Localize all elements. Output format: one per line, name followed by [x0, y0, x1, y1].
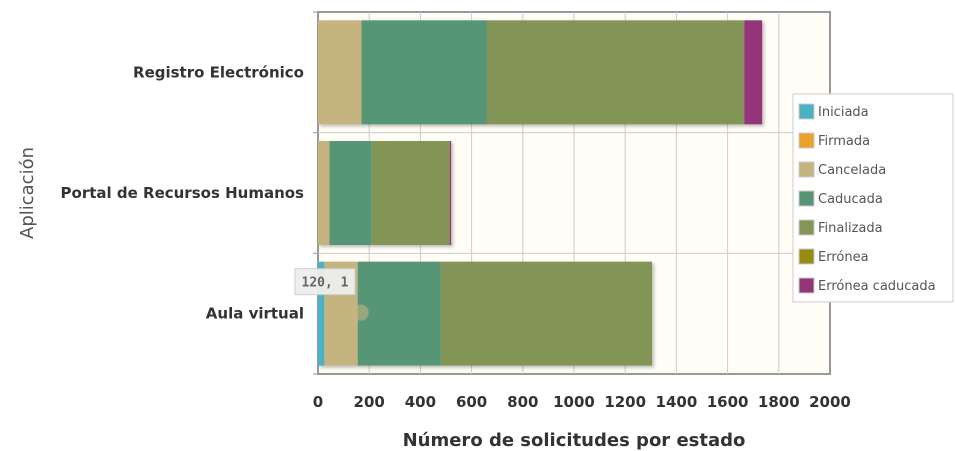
tooltip-box — [294, 268, 356, 296]
bar-stack — [318, 261, 653, 366]
legend: Iniciada Firmada Cancelada Caducada Finaliza… — [792, 93, 954, 303]
y-axis-title: Aplicación — [17, 147, 38, 239]
bar-segment[interactable] — [744, 20, 763, 125]
x-tick-label: 1400 — [656, 393, 698, 411]
category-labels: Registro Electrónico Portal de Recursos H… — [61, 63, 305, 322]
x-tick-label: 400 — [405, 393, 436, 411]
legend-swatch — [798, 248, 815, 265]
category-label: Registro Electrónico — [133, 63, 304, 81]
category-label: Aula virtual — [206, 305, 304, 323]
x-axis-title: Número de solicitudes por estado — [403, 430, 746, 451]
legend-swatch — [798, 277, 815, 294]
bar-segment[interactable] — [486, 20, 745, 125]
legend-label: Iniciada — [818, 105, 869, 120]
tooltip-text: 120, 1 — [302, 276, 349, 291]
highlight-marker — [352, 304, 369, 321]
legend-swatch — [798, 103, 815, 120]
legend-label: Firmada — [818, 134, 870, 149]
x-tick-label: 1200 — [604, 393, 646, 411]
legend-label: Caducada — [818, 192, 883, 207]
x-tick-label: 1000 — [553, 393, 595, 411]
bar-segment[interactable] — [357, 261, 441, 366]
x-tick-label: 1800 — [758, 393, 800, 411]
legend-swatch — [798, 219, 815, 236]
x-tick-labels: 0 200 400 600 800 1000 1200 1400 1600 1800 2000 — [313, 393, 851, 411]
bar-segment[interactable] — [440, 261, 653, 366]
bar-segment[interactable] — [318, 141, 330, 245]
legend-label: Errónea caducada — [818, 279, 936, 294]
x-tick-label: 800 — [507, 393, 538, 411]
legend-box — [792, 93, 954, 303]
bar-segment[interactable] — [318, 20, 362, 125]
bars — [318, 20, 763, 366]
x-tick-label: 1600 — [707, 393, 749, 411]
bar-segment[interactable] — [329, 141, 372, 245]
bar-segment[interactable] — [361, 20, 487, 125]
x-tick-label: 2000 — [809, 393, 851, 411]
legend-swatch — [798, 190, 815, 207]
tooltip: 120, 1 — [294, 268, 369, 321]
bar-segment[interactable] — [449, 141, 452, 245]
legend-swatch — [798, 161, 815, 178]
bar-segment[interactable] — [371, 141, 450, 245]
bar-stack — [318, 20, 763, 125]
legend-label: Cancelada — [818, 163, 886, 178]
x-tick-label: 600 — [456, 393, 487, 411]
bar-segment[interactable] — [318, 261, 325, 366]
legend-label: Finalizada — [818, 221, 883, 236]
x-tick-label: 0 — [313, 393, 323, 411]
x-tick-label: 200 — [354, 393, 385, 411]
category-label: Portal de Recursos Humanos — [61, 184, 305, 202]
legend-swatch — [798, 132, 815, 149]
legend-label: Errónea — [818, 250, 869, 265]
bar-stack — [318, 141, 452, 245]
